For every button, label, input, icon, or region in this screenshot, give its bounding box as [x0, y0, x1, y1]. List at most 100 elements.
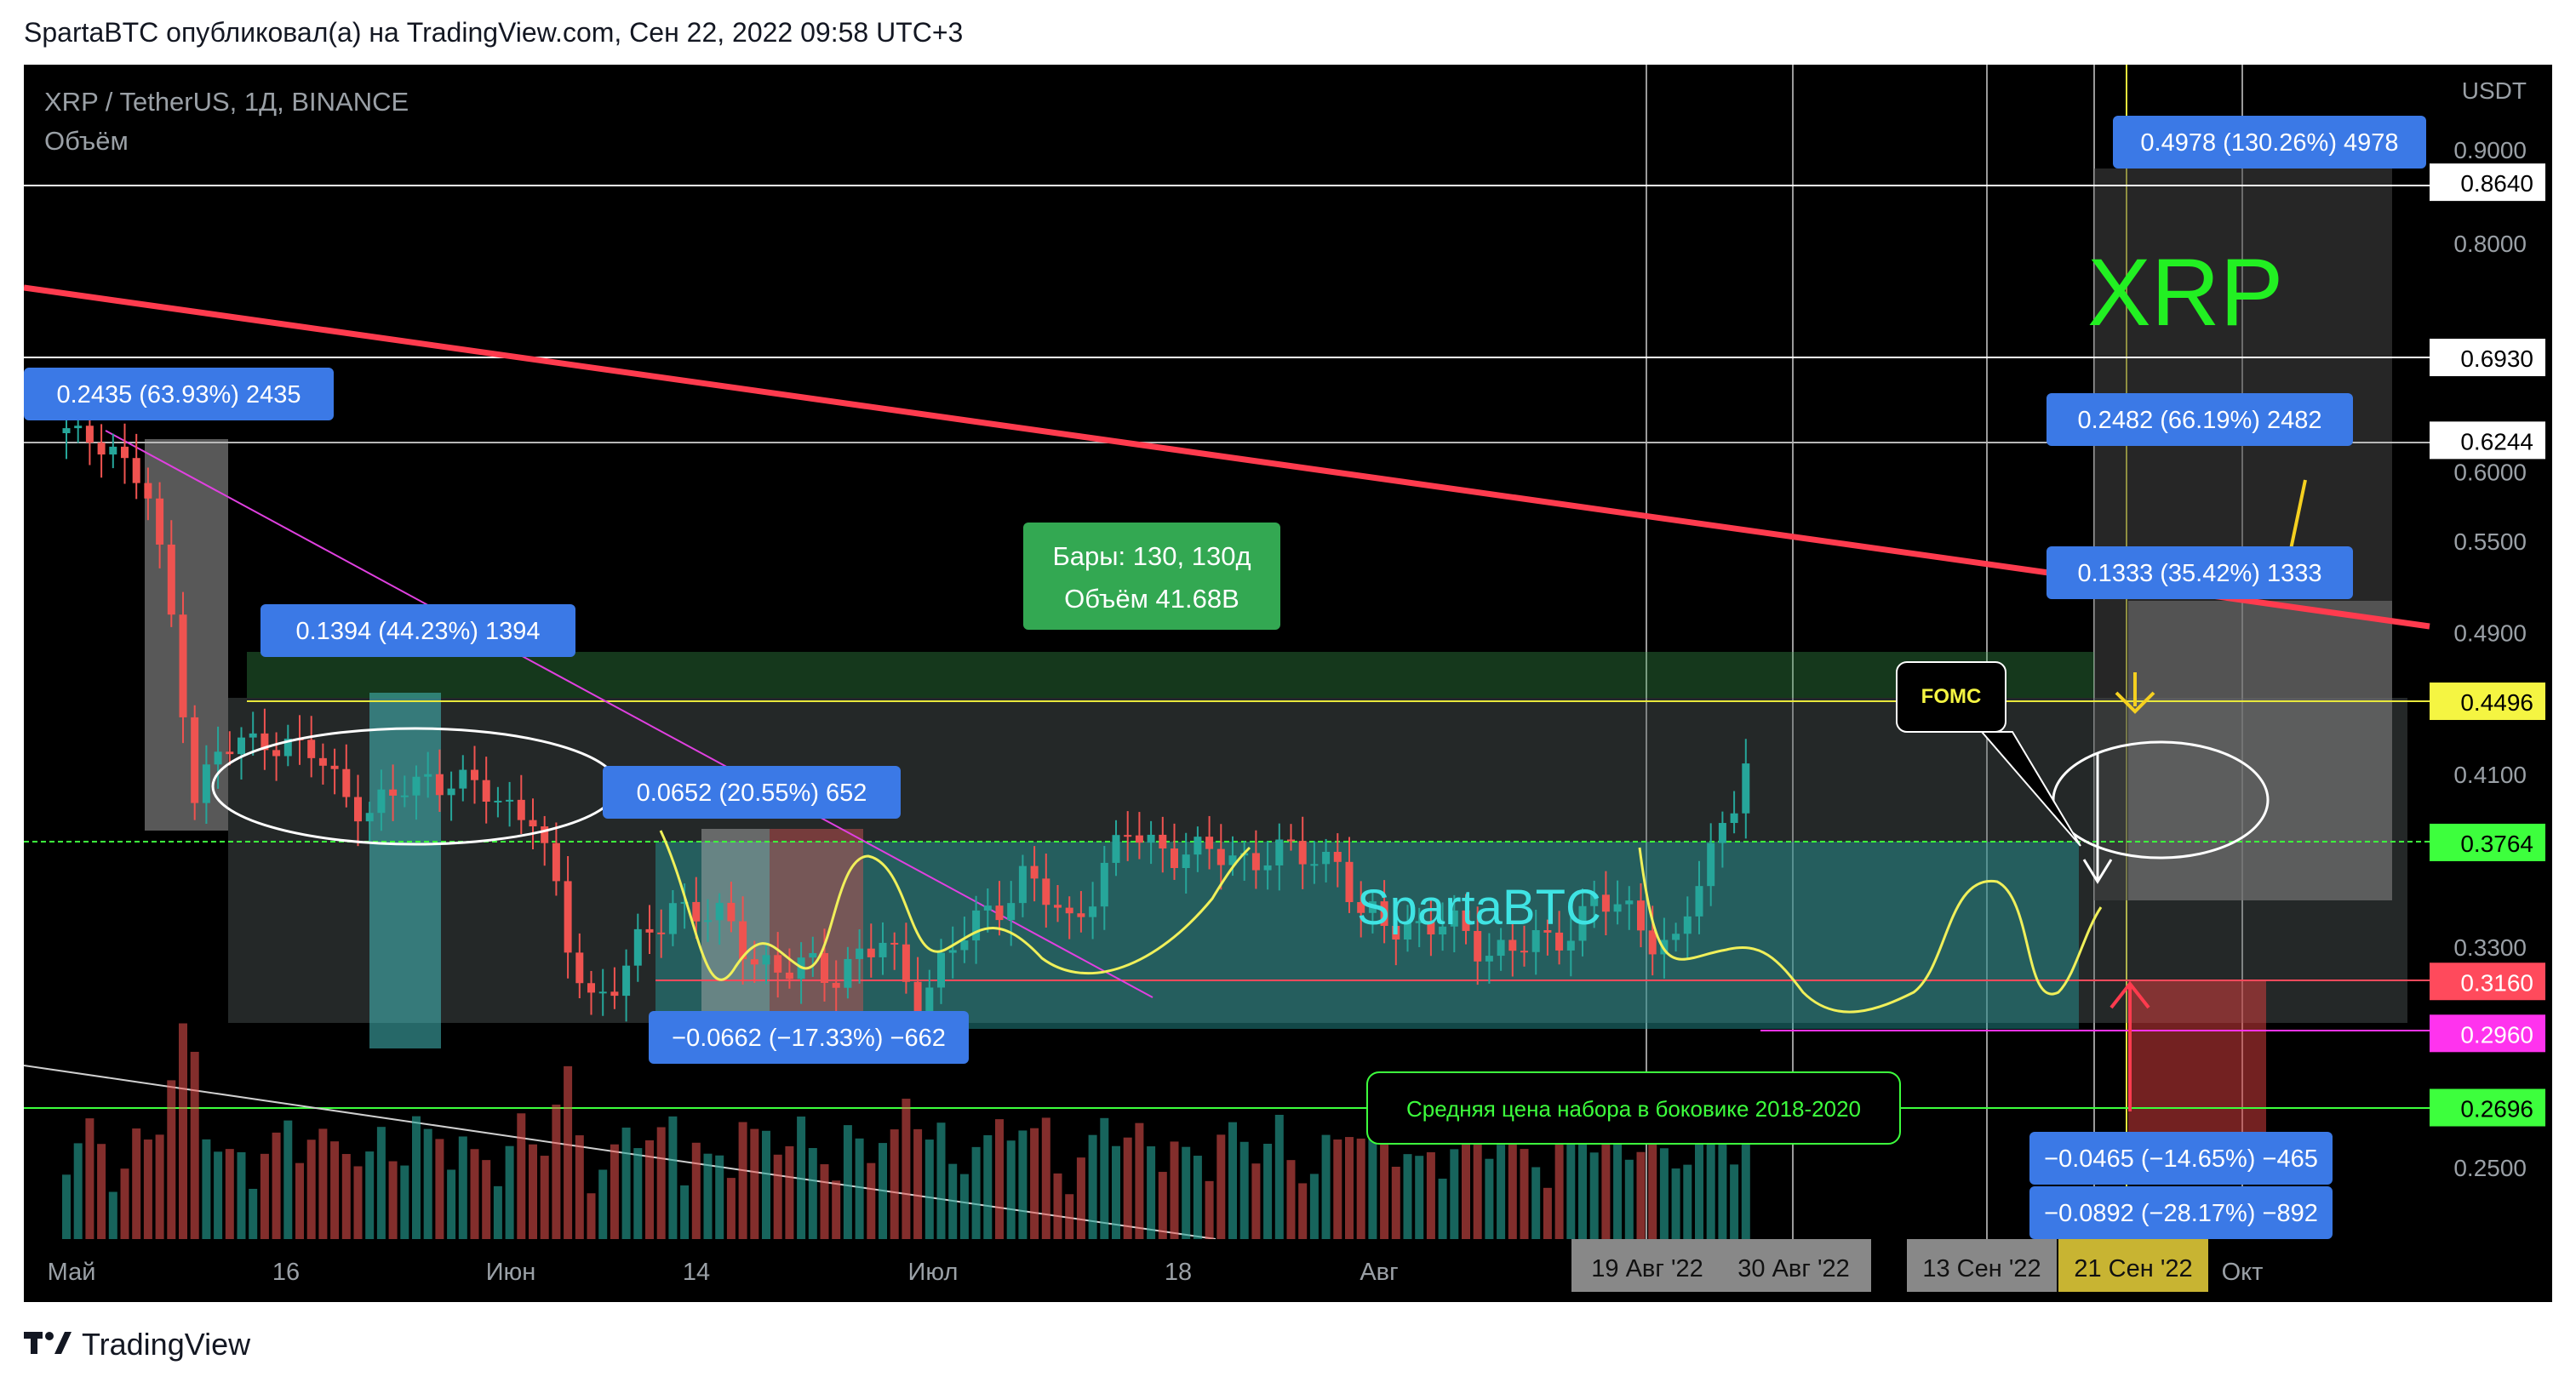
svg-text:0.3160: 0.3160: [2460, 969, 2533, 996]
volume-bar: [1193, 1156, 1202, 1239]
candle-body: [459, 769, 467, 789]
candle-body: [657, 932, 666, 934]
candle-body: [1112, 835, 1120, 863]
brand-watermark: SpartaBTC: [1357, 880, 1601, 935]
candle-body: [506, 799, 514, 802]
volume-bars: [62, 1023, 1750, 1239]
volume-bar: [1508, 1129, 1517, 1239]
volume-bar: [423, 1128, 432, 1239]
price-level-badge: 0.2960: [2430, 1014, 2545, 1053]
candle-body: [913, 981, 922, 1023]
footer-brand[interactable]: TradingView: [82, 1327, 251, 1362]
yellow-wave-left: [659, 830, 1251, 981]
candle-body: [1427, 921, 1435, 935]
measure-text: −0.0892 (−28.17%) −892: [2044, 1200, 2318, 1227]
volume-bar: [1438, 1179, 1447, 1239]
candle-body: [1287, 839, 1295, 842]
volume-bar: [1473, 1105, 1482, 1239]
volume-bar: [1135, 1122, 1144, 1239]
candle-body: [1707, 843, 1715, 887]
volume-bar: [1018, 1130, 1028, 1239]
volume-bar: [1030, 1128, 1039, 1239]
svg-text:0.2960: 0.2960: [2460, 1021, 2533, 1048]
measure-label: 0.2482 (66.19%) 2482: [2046, 393, 2353, 446]
candle-body: [622, 965, 631, 997]
candle-body: [844, 958, 852, 988]
volume-bar: [1298, 1183, 1308, 1239]
candle-body: [342, 768, 351, 797]
time-highlight: 21 Сен '22: [2058, 1239, 2208, 1292]
price-axis: USDT 0.9000 0.8000 0.6000 0.5500 0.4900 0.4100…: [2430, 77, 2545, 1181]
candle-body: [1543, 929, 1552, 933]
volume-bar: [1368, 1118, 1377, 1239]
candle-body: [1030, 865, 1039, 879]
candle-body: [1520, 951, 1528, 953]
volume-bar: [447, 1169, 456, 1239]
volume-bar: [143, 1140, 152, 1239]
candle-body: [1263, 865, 1272, 871]
volume-bar: [249, 1188, 258, 1239]
grey-bar-mid: [701, 829, 770, 1030]
volume-bar: [1158, 1172, 1167, 1239]
measure-text: 0.4978 (130.26%) 4978: [2140, 129, 2398, 157]
candle-body: [972, 910, 981, 941]
candle-body: [1345, 861, 1354, 903]
volume-bar: [330, 1141, 340, 1239]
measurement-labels: 0.4978 (130.26%) 4978 0.2435 (63.93%) 243…: [24, 116, 2426, 1239]
candle-body: [541, 826, 549, 843]
white-lower-trend: [24, 1065, 1216, 1240]
red-arrow-up: [2109, 980, 2150, 1111]
pink-downtrend-line: [105, 430, 1153, 998]
svg-text:0.8640: 0.8640: [2460, 170, 2533, 197]
volume-bar: [1706, 1090, 1715, 1239]
time-highlight: 30 Авг '22: [1716, 1239, 1871, 1292]
candle-body: [1205, 837, 1214, 849]
candle-body: [774, 955, 782, 973]
time-tick: 18: [1165, 1259, 1192, 1286]
candle-body: [902, 944, 910, 982]
volume-bar: [959, 1174, 969, 1239]
measure-text: −0.0662 (−17.33%) −662: [672, 1025, 946, 1052]
candle-body: [809, 952, 817, 958]
volume-bar: [1309, 1174, 1319, 1239]
price-level-badge: 0.2696: [2430, 1088, 2545, 1127]
volume-bar: [295, 1162, 304, 1239]
candle-body: [1613, 904, 1622, 912]
volume-bar: [785, 1145, 794, 1239]
publication-header: SpartaBTC опубликовал(а) на TradingView.…: [24, 17, 964, 48]
candle-body: [412, 776, 421, 796]
volume-bar: [983, 1134, 993, 1239]
time-tick: Июл: [908, 1259, 959, 1286]
volume-bar: [1613, 1126, 1623, 1239]
candle-body: [447, 788, 455, 796]
candle-body: [1007, 903, 1016, 921]
price-chart[interactable]: FOMC XRP / TetherUS, 1Д, BINANCE Объём X…: [24, 65, 2552, 1302]
time-highlight: 19 Авг '22: [1571, 1239, 1723, 1292]
candle-body: [1124, 835, 1132, 837]
symbol-title: XRP / TetherUS, 1Д, BINANCE: [44, 87, 409, 117]
measure-label: 0.2435 (63.93%) 2435: [24, 368, 334, 420]
volume-bar: [1578, 1130, 1587, 1239]
candle-body: [750, 959, 758, 965]
candle-body: [1648, 930, 1657, 955]
svg-text:13 Сен '22: 13 Сен '22: [1922, 1255, 2041, 1282]
volume-bar: [540, 1156, 549, 1239]
candle-body: [1065, 907, 1073, 914]
candle-body: [552, 843, 560, 882]
candle-body: [1275, 839, 1284, 865]
volume-bar: [412, 1116, 421, 1239]
volume-bar: [108, 1191, 117, 1239]
price-level-badge: 0.3764: [2430, 823, 2545, 861]
candle-body: [1566, 940, 1575, 951]
volume-bar: [797, 1117, 806, 1239]
measure-label: 0.0652 (20.55%) 652: [603, 766, 901, 819]
volume-bar: [120, 1168, 129, 1239]
svg-text:0.6930: 0.6930: [2460, 346, 2533, 372]
bars-volume-label: Объём 41.68B: [1064, 584, 1239, 614]
volume-bar: [1659, 1148, 1669, 1239]
volume-bar: [750, 1128, 759, 1239]
candle-body: [1531, 929, 1540, 952]
volume-bar: [225, 1149, 234, 1239]
svg-text:0.2696: 0.2696: [2460, 1096, 2533, 1122]
candle-body: [424, 774, 432, 777]
